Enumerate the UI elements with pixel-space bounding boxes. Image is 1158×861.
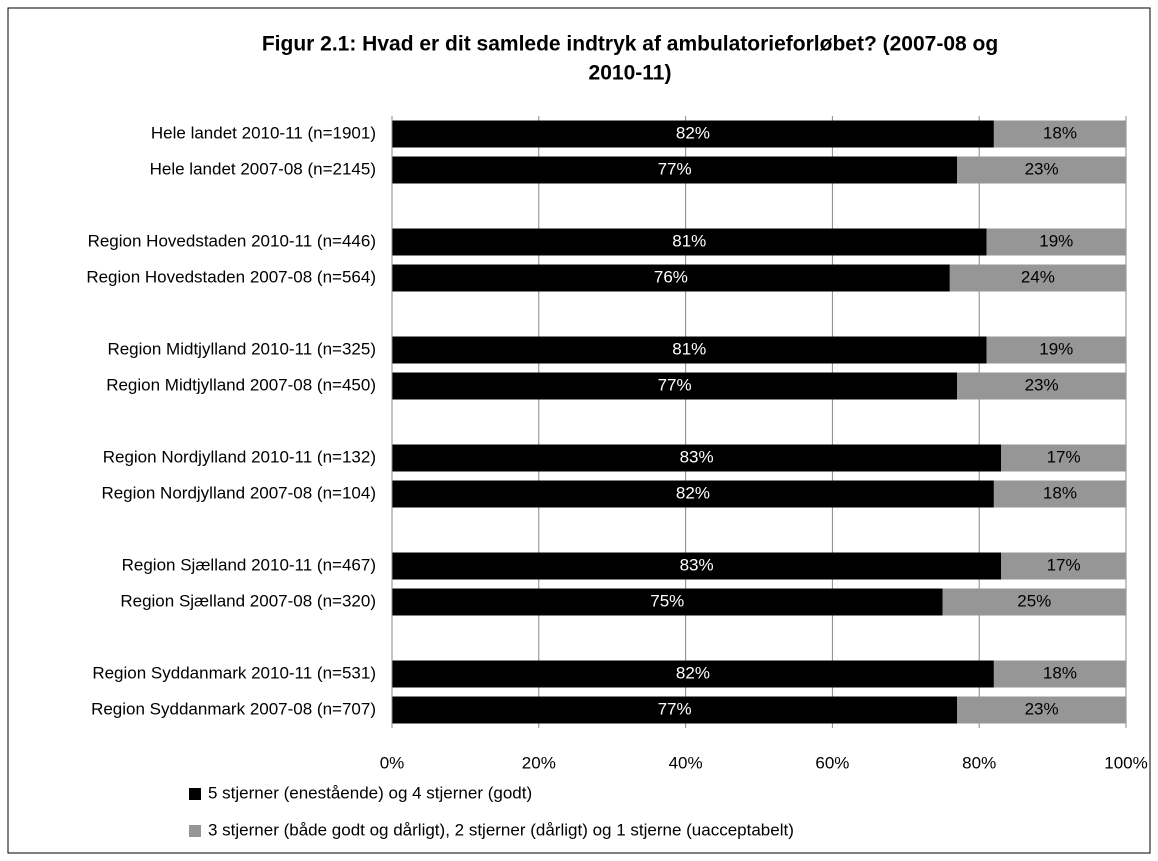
y-tick-label: Region Hovedstaden 2007-08 (n=564)	[86, 267, 376, 286]
data-label: 17%	[1047, 447, 1081, 466]
legend-swatch	[189, 825, 201, 837]
x-tick-label: 60%	[815, 753, 849, 772]
bar-segment	[392, 372, 958, 400]
data-label: 82%	[676, 663, 710, 682]
legend-swatch	[189, 788, 201, 800]
data-label: 18%	[1043, 483, 1077, 502]
data-label: 82%	[676, 123, 710, 142]
bar-segment	[392, 264, 950, 292]
bar-segment	[993, 480, 1126, 508]
chart-title: 2010-11)	[589, 62, 672, 85]
y-tick-label: Hele landet 2010-11 (n=1901)	[151, 123, 376, 142]
data-label: 18%	[1043, 663, 1077, 682]
data-label: 81%	[672, 339, 706, 358]
bar-segment	[949, 264, 1126, 292]
data-label: 23%	[1025, 375, 1059, 394]
bar-segment	[993, 120, 1126, 148]
y-tick-label: Hele landet 2007-08 (n=2145)	[150, 159, 376, 178]
bar-segment	[1001, 444, 1126, 472]
bar-segment	[1001, 552, 1126, 580]
bar-segment	[392, 228, 987, 256]
y-tick-label: Region Sjælland 2007-08 (n=320)	[120, 591, 376, 610]
data-label: 83%	[680, 447, 714, 466]
bar-segment	[392, 696, 958, 724]
bar-segment	[986, 336, 1126, 364]
bar-segment	[392, 336, 987, 364]
x-tick-label: 100%	[1104, 753, 1147, 772]
bar-segment	[957, 696, 1126, 724]
bar-segment	[392, 588, 943, 616]
data-label: 24%	[1021, 267, 1055, 286]
bar-segment	[942, 588, 1126, 616]
y-tick-label: Region Midtjylland 2007-08 (n=450)	[106, 375, 376, 394]
y-tick-label: Region Sjælland 2010-11 (n=467)	[122, 555, 376, 574]
data-label: 19%	[1039, 231, 1073, 250]
data-label: 75%	[650, 591, 684, 610]
data-label: 23%	[1025, 699, 1059, 718]
data-label: 76%	[654, 267, 688, 286]
data-label: 77%	[658, 699, 692, 718]
data-label: 77%	[658, 375, 692, 394]
data-label: 81%	[672, 231, 706, 250]
bar-segment	[957, 156, 1126, 184]
chart-title: Figur 2.1: Hvad er dit samlede indtryk a…	[262, 33, 998, 56]
x-tick-label: 80%	[962, 753, 996, 772]
x-tick-label: 20%	[522, 753, 556, 772]
bar-segment	[392, 120, 994, 148]
data-label: 23%	[1025, 159, 1059, 178]
y-tick-label: Region Nordjylland 2010-11 (n=132)	[103, 447, 376, 466]
y-tick-label: Region Syddanmark 2010-11 (n=531)	[92, 663, 376, 682]
bar-segment	[392, 444, 1002, 472]
data-label: 77%	[658, 159, 692, 178]
bar-segment	[957, 372, 1126, 400]
data-label: 17%	[1047, 555, 1081, 574]
y-tick-label: Region Syddanmark 2007-08 (n=707)	[91, 699, 376, 718]
data-label: 25%	[1017, 591, 1051, 610]
y-tick-label: Region Midtjylland 2010-11 (n=325)	[107, 339, 376, 358]
bar-segment	[993, 660, 1126, 688]
y-tick-label: Region Nordjylland 2007-08 (n=104)	[101, 483, 376, 502]
x-tick-label: 40%	[669, 753, 703, 772]
bar-segment	[392, 480, 994, 508]
legend-label: 5 stjerner (enestående) og 4 stjerner (g…	[208, 783, 532, 802]
bar-segment	[392, 660, 994, 688]
bar-segment	[986, 228, 1126, 256]
data-label: 19%	[1039, 339, 1073, 358]
data-label: 82%	[676, 483, 710, 502]
bar-segment	[392, 552, 1002, 580]
data-label: 83%	[680, 555, 714, 574]
data-label: 18%	[1043, 123, 1077, 142]
bar-segment	[392, 156, 958, 184]
x-tick-label: 0%	[380, 753, 405, 772]
y-tick-label: Region Hovedstaden 2010-11 (n=446)	[88, 231, 376, 250]
legend-label: 3 stjerner (både godt og dårligt), 2 stj…	[208, 820, 794, 839]
